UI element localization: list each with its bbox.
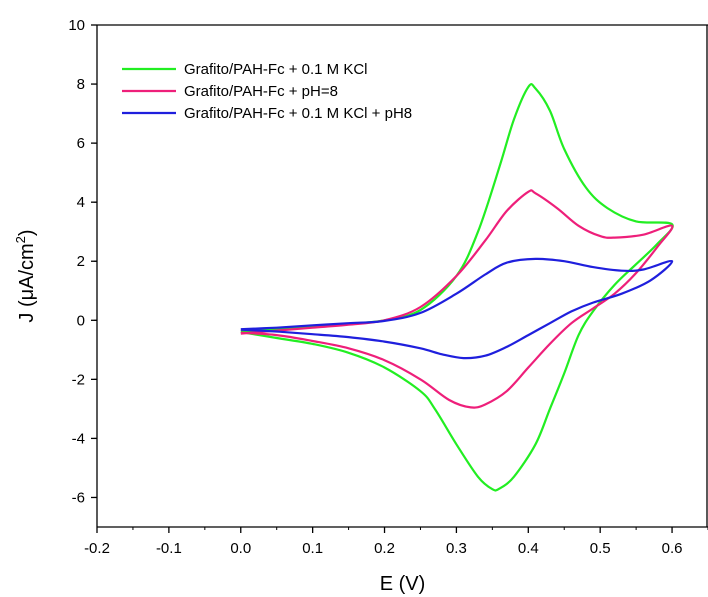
x-axis-ticks: -0.2 -0.1 0.0 0.1 0.2 0.3 0.4 0.5 0.6 xyxy=(84,527,708,557)
x-tick-label: 0.4 xyxy=(518,540,539,557)
y-tick-label: 6 xyxy=(77,135,85,152)
x-tick-label: 0.3 xyxy=(446,540,467,557)
series-line-2 xyxy=(240,189,674,409)
legend-label-1: Grafito/PAH-Fc + 0.1 M KCl xyxy=(184,61,368,78)
y-tick-label: -2 xyxy=(72,371,85,388)
series-line-1 xyxy=(240,83,674,492)
y-axis-title: J (μA/cm2) xyxy=(13,229,38,322)
x-tick-label: 0.0 xyxy=(230,540,251,557)
y-axis-ticks: -6 -4 -2 0 2 4 6 8 10 xyxy=(68,17,97,506)
y-tick-label: -4 xyxy=(72,430,85,447)
x-tick-label: -0.2 xyxy=(84,540,110,557)
y-tick-label: 2 xyxy=(77,253,85,270)
legend-label-3: Grafito/PAH-Fc + 0.1 M KCl + pH8 xyxy=(184,105,412,122)
series-layer xyxy=(240,83,674,492)
x-tick-label: 0.1 xyxy=(302,540,323,557)
y-axis-title-close: ) xyxy=(16,229,38,236)
y-tick-label: -6 xyxy=(72,489,85,506)
series-line-3 xyxy=(240,257,674,360)
x-axis-title: E (V) xyxy=(380,573,426,595)
legend: Grafito/PAH-Fc + 0.1 M KCl Grafito/PAH-Fc… xyxy=(122,61,412,122)
legend-label-2: Grafito/PAH-Fc + pH=8 xyxy=(184,83,338,100)
x-tick-label: -0.1 xyxy=(156,540,182,557)
y-axis-title-main: J (μA/cm xyxy=(16,243,38,322)
x-tick-label: 0.2 xyxy=(374,540,395,557)
x-tick-label: 0.6 xyxy=(662,540,683,557)
plot-frame xyxy=(96,24,708,528)
y-tick-label: 4 xyxy=(77,194,85,211)
x-tick-label: 0.5 xyxy=(590,540,611,557)
y-axis-title-superscript: 2 xyxy=(13,236,28,243)
y-tick-label: 10 xyxy=(68,17,85,34)
y-tick-label: 8 xyxy=(77,76,85,93)
y-tick-label: 0 xyxy=(77,312,85,329)
